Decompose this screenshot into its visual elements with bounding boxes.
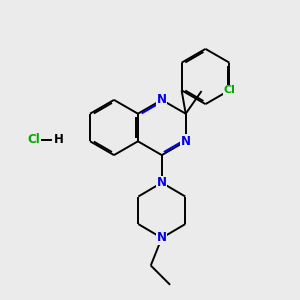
Text: Cl: Cl bbox=[224, 85, 235, 95]
Text: N: N bbox=[157, 176, 167, 189]
Text: H: H bbox=[54, 133, 64, 146]
Text: N: N bbox=[157, 93, 167, 106]
Text: Cl: Cl bbox=[28, 133, 40, 146]
Text: N: N bbox=[157, 231, 167, 244]
Text: N: N bbox=[181, 135, 191, 148]
